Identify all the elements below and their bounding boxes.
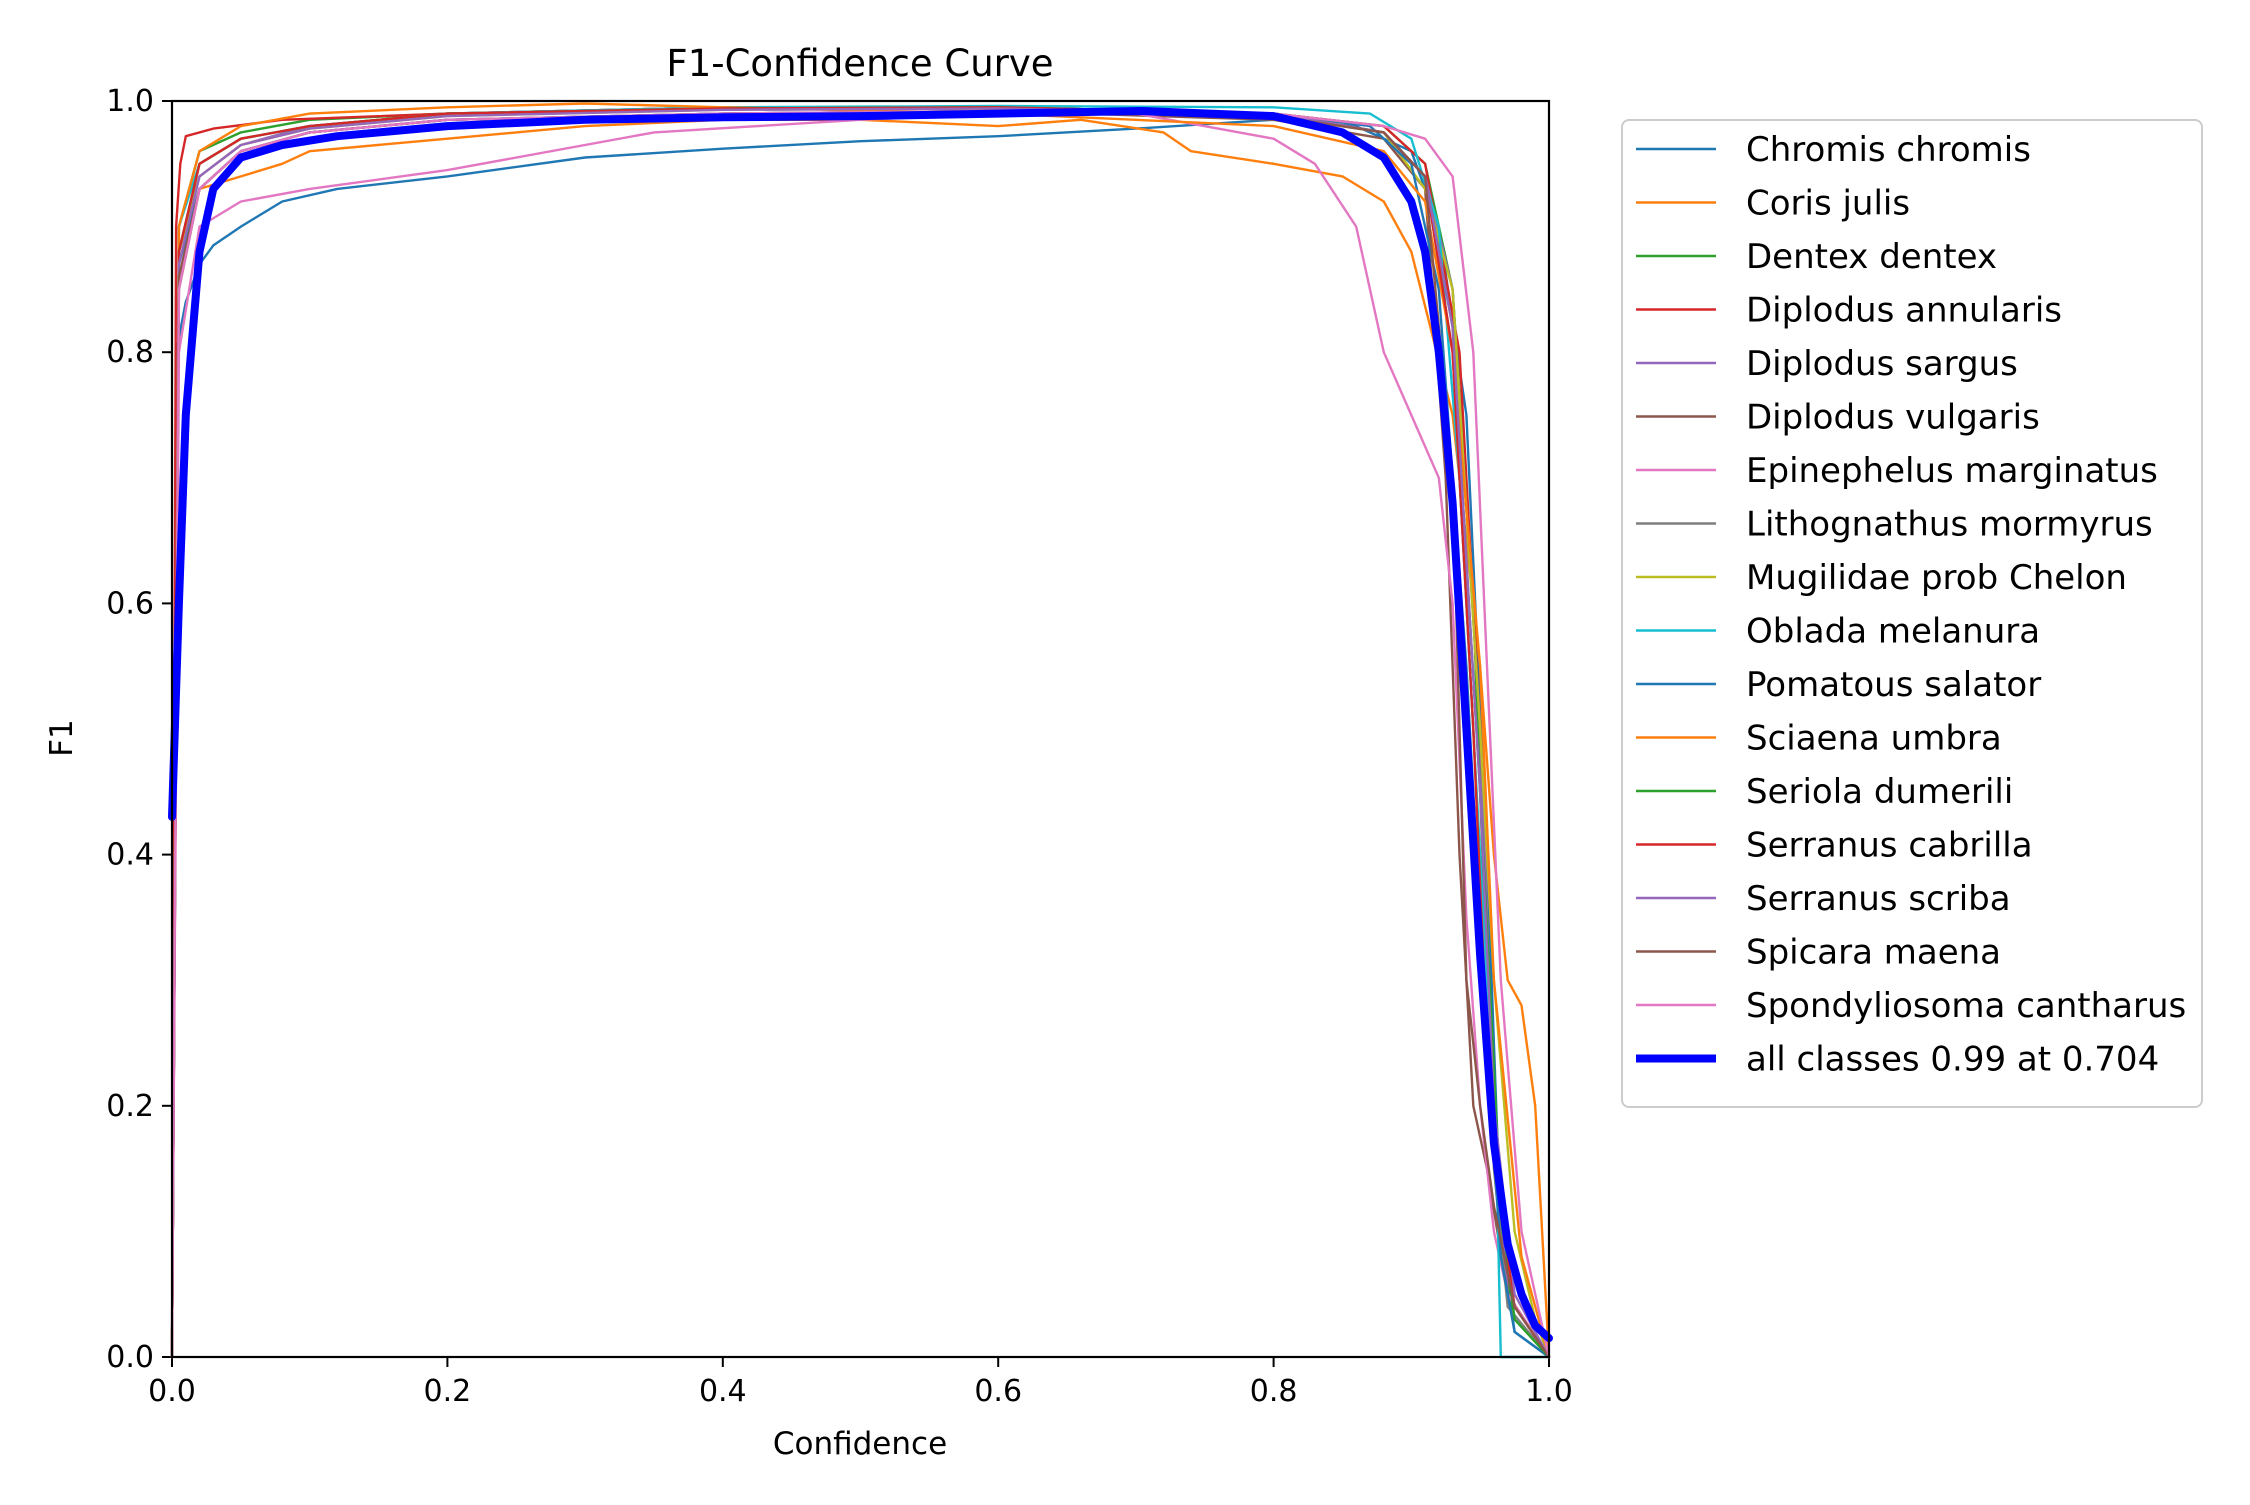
legend-entry: Lithognathus mormyrus <box>1746 505 2153 545</box>
x-tick-label: 0.8 <box>1250 1374 1298 1409</box>
series-layer <box>168 102 1553 1359</box>
ticks-layer: 0.0 0.2 0.4 0.6 0.8 1.0 0.0 0.2 0.4 0.6 0.8 1.0 <box>106 84 1573 1409</box>
legend-entry: Coris julis <box>1746 184 1910 224</box>
legend-box <box>1621 119 2203 1108</box>
legend-entry: Diplodus annularis <box>1746 291 2062 331</box>
x-tick-label: 0.6 <box>974 1374 1022 1409</box>
series-line-6 <box>170 112 1551 1359</box>
legend-entry: Diplodus vulgaris <box>1746 398 2040 438</box>
legend-entry: Oblada melanura <box>1746 612 2040 652</box>
legend-entry: Epinephelus marginatus <box>1746 451 2158 491</box>
legend-entry: Spondyliosoma cantharus <box>1746 986 2186 1026</box>
y-tick-label: 0.6 <box>106 586 154 621</box>
legend-entry: Serranus cabrilla <box>1746 826 2033 866</box>
legend: Chromis chromis Coris julis Dentex dentex D… <box>1621 119 2203 1108</box>
legend-entry: Pomatous salator <box>1746 665 2041 705</box>
series-line-0 <box>170 118 1551 1359</box>
x-tick-label: 0.2 <box>424 1374 472 1409</box>
y-tick-label: 0.4 <box>106 838 154 873</box>
legend-entry: Diplodus sargus <box>1746 344 2018 384</box>
legend-entry: Sciaena umbra <box>1746 719 2002 759</box>
plot-frame <box>170 99 1551 1359</box>
x-tick-label: 0.0 <box>148 1374 196 1409</box>
x-tick-label: 0.4 <box>699 1374 747 1409</box>
x-axis-label: Confidence <box>773 1426 947 1462</box>
legend-entry: Mugilidae prob Chelon <box>1746 558 2127 598</box>
series-line-17 <box>168 107 1553 1343</box>
legend-entry: Seriola dumerili <box>1746 772 2013 812</box>
chart-title: F1-Confidence Curve <box>666 42 1053 85</box>
legend-entry: Serranus scriba <box>1746 879 2011 919</box>
x-tick-label: 1.0 <box>1525 1374 1573 1409</box>
y-tick-label: 0.8 <box>106 335 154 370</box>
y-axis-label: F1 <box>44 719 80 757</box>
y-tick-label: 0.2 <box>106 1089 154 1124</box>
legend-entry: Chromis chromis <box>1746 130 2031 170</box>
legend-entry: Dentex dentex <box>1746 237 1997 277</box>
y-tick-label: 1.0 <box>106 84 154 119</box>
y-tick-label: 0.0 <box>106 1340 154 1375</box>
legend-entry: all classes 0.99 at 0.704 <box>1746 1040 2159 1080</box>
legend-entry: Spicara maena <box>1746 933 2001 973</box>
series-line-1 <box>170 118 1551 1359</box>
